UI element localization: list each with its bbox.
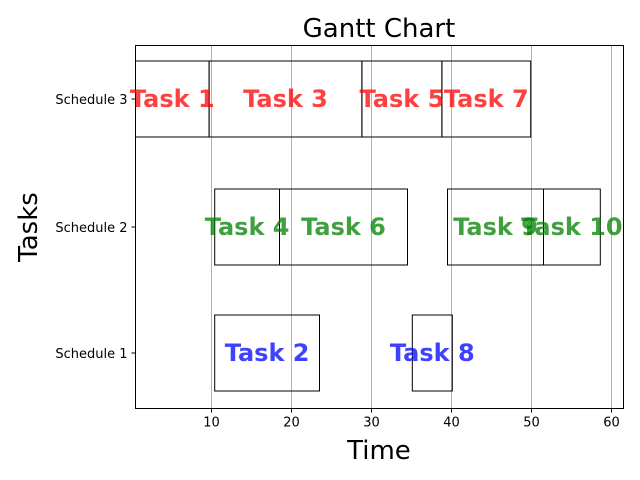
- x-tick-label: 50: [523, 416, 540, 431]
- task-label-task-5: Task 5: [360, 85, 445, 113]
- x-tick-label: 40: [443, 416, 460, 431]
- task-labels: Task 1 Task 3 Task 5 Task 7 Task 4 Task 6 Task…: [130, 85, 623, 367]
- y-tick-label-schedule-1: Schedule 1: [55, 347, 127, 362]
- task-label-task-2: Task 2: [225, 339, 310, 367]
- x-tick-label: 30: [363, 416, 380, 431]
- task-label-task-4: Task 4: [205, 213, 290, 241]
- task-bars: [135, 60, 601, 392]
- task-bar-task-2: [214, 314, 320, 392]
- task-bar-task-10: [543, 188, 601, 266]
- task-label-task-10: Task 10: [521, 213, 622, 241]
- task-label-task-1: Task 1: [130, 85, 215, 113]
- y-tick-label-schedule-2: Schedule 2: [55, 221, 127, 236]
- chart-title: Gantt Chart: [303, 14, 456, 44]
- grid-lines: [211, 45, 612, 409]
- task-label-task-9: Task 9: [453, 213, 538, 241]
- x-axis-label: Time: [346, 436, 411, 466]
- task-label-task-3: Task 3: [243, 85, 328, 113]
- task-bar-task-7: [441, 60, 532, 138]
- axis-ticks: 10 20 30 40 50 60 Schedule 1 Schedule 2 Schedule…: [55, 93, 619, 431]
- task-label-task-7: Task 7: [444, 85, 529, 113]
- y-axis-label: Tasks: [14, 192, 44, 263]
- x-tick-label: 20: [283, 416, 300, 431]
- task-label-task-8: Task 8: [390, 339, 475, 367]
- x-tick-label: 10: [203, 416, 220, 431]
- x-tick-label: 60: [603, 416, 620, 431]
- task-label-task-6: Task 6: [301, 213, 386, 241]
- y-tick-label-schedule-3: Schedule 3: [55, 93, 127, 108]
- task-bar-task-6: [279, 188, 408, 266]
- task-bar-task-8: [411, 314, 453, 392]
